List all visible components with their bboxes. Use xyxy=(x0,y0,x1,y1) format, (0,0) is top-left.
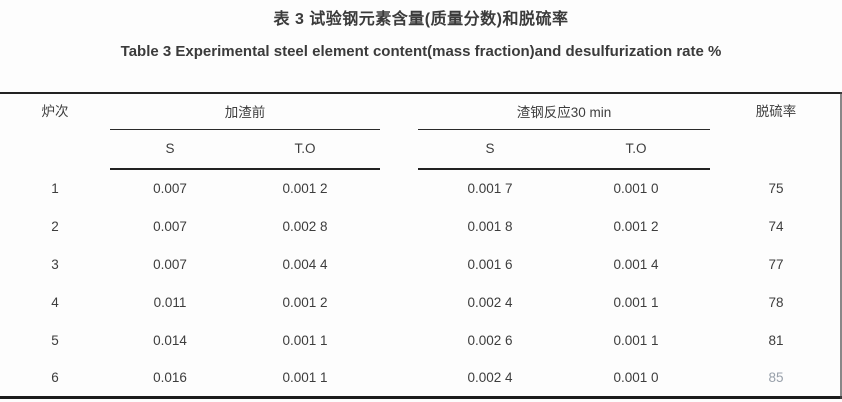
cell-to-before: 0.001 2 xyxy=(282,294,328,310)
experiment-results-table: 炉次 加渣前 渣钢反应30 min 脱硫率 S T.O S T.O 1 0.00… xyxy=(0,92,842,399)
table-row: 3 0.007 0.004 4 0.001 6 0.001 4 77 xyxy=(0,245,842,283)
cell-to-before: 0.001 1 xyxy=(282,369,328,385)
cell-heat: 2 xyxy=(51,218,59,234)
cell-s-before: 0.014 xyxy=(153,332,187,348)
col-header-heat-label: 炉次 xyxy=(41,104,69,119)
table-row: 4 0.011 0.001 2 0.002 4 0.001 1 78 xyxy=(0,283,842,321)
header-row-groups: 炉次 加渣前 渣钢反应30 min 脱硫率 xyxy=(0,93,842,130)
cell-s-before: 0.007 xyxy=(153,218,187,234)
table-row: 5 0.014 0.001 1 0.002 6 0.001 1 81 xyxy=(0,321,842,359)
subcol-header-s-before: S xyxy=(110,129,230,170)
col-group-before-slag: 加渣前 xyxy=(110,93,380,130)
subcol-header-to-before: T.O xyxy=(230,129,380,170)
cell-s-after: 0.002 6 xyxy=(467,332,513,348)
cell-rate: 75 xyxy=(768,180,784,196)
cell-to-after: 0.001 2 xyxy=(613,218,659,234)
cell-rate: 78 xyxy=(768,294,784,310)
cell-heat: 5 xyxy=(51,332,59,348)
col-header-heat: 炉次 xyxy=(0,93,110,169)
cell-heat: 6 xyxy=(51,369,59,385)
cell-s-after: 0.002 4 xyxy=(467,369,513,385)
spacer-cell xyxy=(380,359,418,397)
cell-s-after: 0.002 4 xyxy=(467,294,513,310)
spacer-cell xyxy=(380,169,418,207)
cell-to-after: 0.001 0 xyxy=(613,369,659,385)
cell-to-after: 0.001 0 xyxy=(613,181,659,196)
spacer-cell xyxy=(380,321,418,359)
table-row: 2 0.007 0.002 8 0.001 8 0.001 2 74 xyxy=(0,207,842,245)
cell-heat: 1 xyxy=(51,180,59,196)
cell-to-before: 0.004 4 xyxy=(282,256,328,272)
cell-rate: 77 xyxy=(768,256,784,272)
cell-to-before: 0.001 2 xyxy=(282,181,328,196)
cell-s-before: 0.007 xyxy=(153,256,187,272)
cell-rate: 81 xyxy=(768,332,784,348)
cell-s-before: 0.016 xyxy=(153,369,187,385)
image-right-edge-artifact-line xyxy=(840,92,842,399)
spacer-cell xyxy=(380,207,418,245)
cell-s-before: 0.007 xyxy=(153,181,187,196)
cell-heat: 4 xyxy=(51,294,59,310)
subcol-header-to-after: T.O xyxy=(562,129,710,170)
cell-to-before: 0.002 8 xyxy=(282,218,328,234)
cell-rate: 85 xyxy=(768,369,784,385)
column-gap-spacer xyxy=(380,93,418,169)
cell-to-after: 0.001 1 xyxy=(613,294,659,310)
cell-s-after: 0.001 7 xyxy=(467,181,513,196)
table-caption-chinese: 表 3 试验钢元素含量(质量分数)和脱硫率 xyxy=(273,11,569,28)
table-caption-block: 表 3 试验钢元素含量(质量分数)和脱硫率 Table 3 Experiment… xyxy=(0,0,842,92)
table-row: 6 0.016 0.001 1 0.002 4 0.001 0 85 xyxy=(0,359,842,397)
cell-to-before: 0.001 1 xyxy=(282,332,328,348)
cell-to-after: 0.001 1 xyxy=(613,332,659,348)
header-row-subcolumns: S T.O S T.O xyxy=(0,129,842,170)
spacer-cell xyxy=(380,283,418,321)
table-row: 1 0.007 0.001 2 0.001 7 0.001 0 75 xyxy=(0,169,842,207)
subcol-header-s-after: S xyxy=(418,129,562,170)
cell-to-after: 0.001 4 xyxy=(613,256,659,272)
spacer-cell xyxy=(380,245,418,283)
cell-s-after: 0.001 8 xyxy=(467,218,513,234)
table-caption-english: Table 3 Experimental steel element conte… xyxy=(120,43,722,60)
cell-rate: 74 xyxy=(768,218,784,234)
cell-s-before: 0.011 xyxy=(153,294,187,310)
cell-heat: 3 xyxy=(51,256,59,272)
col-header-desulfurization-rate-label: 脱硫率 xyxy=(755,104,797,119)
col-header-desulfurization-rate: 脱硫率 xyxy=(710,93,842,169)
col-group-slag-steel-30min: 渣钢反应30 min xyxy=(418,93,710,130)
cell-s-after: 0.001 6 xyxy=(467,256,513,272)
